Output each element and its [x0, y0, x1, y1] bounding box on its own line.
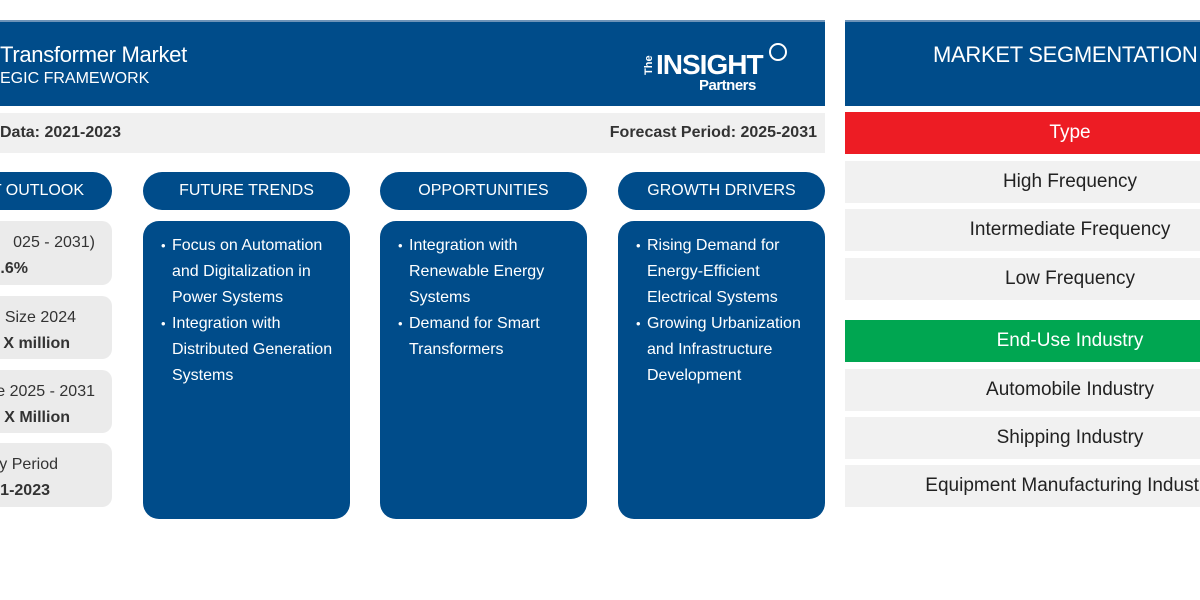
- future-trends-box: Focus on Automation and Digitalization i…: [143, 221, 350, 519]
- segment-end-use-label: End-Use Industry: [996, 330, 1144, 351]
- segment-end-use-header: End-Use Industry: [845, 320, 1200, 362]
- outlook-card-label: 025 - 2031): [13, 234, 95, 251]
- logo-ring-icon: [769, 43, 787, 61]
- insight-partners-logo: The INSIGHT Partners: [643, 39, 803, 99]
- segment-item: Equipment Manufacturing Industry: [845, 465, 1200, 507]
- report-subtitle: EGIC FRAMEWORK: [0, 70, 150, 87]
- segment-item: Shipping Industry: [845, 417, 1200, 459]
- outlook-card-historical: y Period 1-2023: [0, 443, 112, 507]
- future-trend-item: Integration with Distributed Generation …: [161, 311, 340, 389]
- future-trend-item: Focus on Automation and Digitalization i…: [161, 233, 340, 311]
- period-bar: Data: 2021-2023 Forecast Period: 2025-20…: [0, 113, 825, 153]
- opportunities-box: Integration with Renewable Energy System…: [380, 221, 587, 519]
- segment-item-label: Equipment Manufacturing Industry: [925, 475, 1200, 496]
- outlook-card-cagr: 025 - 2031) .6%: [0, 221, 112, 285]
- opportunity-item: Integration with Renewable Energy System…: [398, 233, 577, 311]
- growth-driver-item: Growing Urbanization and Infrastructure …: [636, 311, 815, 389]
- future-trends-pill: FUTURE TRENDS: [143, 172, 350, 210]
- outlook-card-value: 1-2023: [0, 482, 50, 499]
- logo-main-text: INSIGHT: [656, 49, 764, 80]
- growth-drivers-pill: GROWTH DRIVERS: [618, 172, 825, 210]
- segment-item-label: Intermediate Frequency: [969, 219, 1171, 240]
- logo-the-text: The: [643, 55, 655, 75]
- outlook-card-forecast-size: e 2025 - 2031 X Million: [0, 370, 112, 433]
- segment-item-label: Automobile Industry: [986, 379, 1154, 400]
- segment-item: Low Frequency: [845, 258, 1200, 300]
- outlook-card-market-size: Size 2024 X million: [0, 296, 112, 359]
- historical-data-label: Data: 2021-2023: [0, 124, 121, 141]
- market-segmentation-header: MARKET SEGMENTATION: [845, 20, 1200, 106]
- outlook-card-value: .6%: [0, 260, 28, 277]
- outlook-card-label: y Period: [0, 456, 58, 473]
- segment-item: Automobile Industry: [845, 369, 1200, 411]
- segment-item-label: Low Frequency: [1005, 268, 1135, 289]
- outlook-card-value: X Million: [4, 409, 70, 426]
- outlook-card-label: e 2025 - 2031: [0, 383, 95, 400]
- opportunities-pill: OPPORTUNITIES: [380, 172, 587, 210]
- segment-type-header: Type: [845, 112, 1200, 154]
- logo-partners-text: Partners: [699, 77, 756, 94]
- growth-driver-item: Rising Demand for Energy-Efficient Elect…: [636, 233, 815, 311]
- segment-type-label: Type: [1049, 122, 1091, 143]
- outlook-card-value: X million: [3, 335, 70, 352]
- segment-item: Intermediate Frequency: [845, 209, 1200, 251]
- market-outlook-pill: T OUTLOOK: [0, 172, 112, 210]
- segment-item: High Frequency: [845, 161, 1200, 203]
- report-header: Transformer Market EGIC FRAMEWORK The IN…: [0, 20, 825, 106]
- opportunity-item: Demand for Smart Transformers: [398, 311, 577, 363]
- outlook-card-label: Size 2024: [4, 309, 76, 326]
- report-title: Transformer Market: [0, 42, 187, 67]
- segment-item-label: Shipping Industry: [996, 427, 1144, 448]
- forecast-period-label: Forecast Period: 2025-2031: [609, 124, 817, 141]
- segment-item-label: High Frequency: [1002, 171, 1138, 192]
- segmentation-title: MARKET SEGMENTATION: [933, 42, 1198, 67]
- growth-drivers-box: Rising Demand for Energy-Efficient Elect…: [618, 221, 825, 519]
